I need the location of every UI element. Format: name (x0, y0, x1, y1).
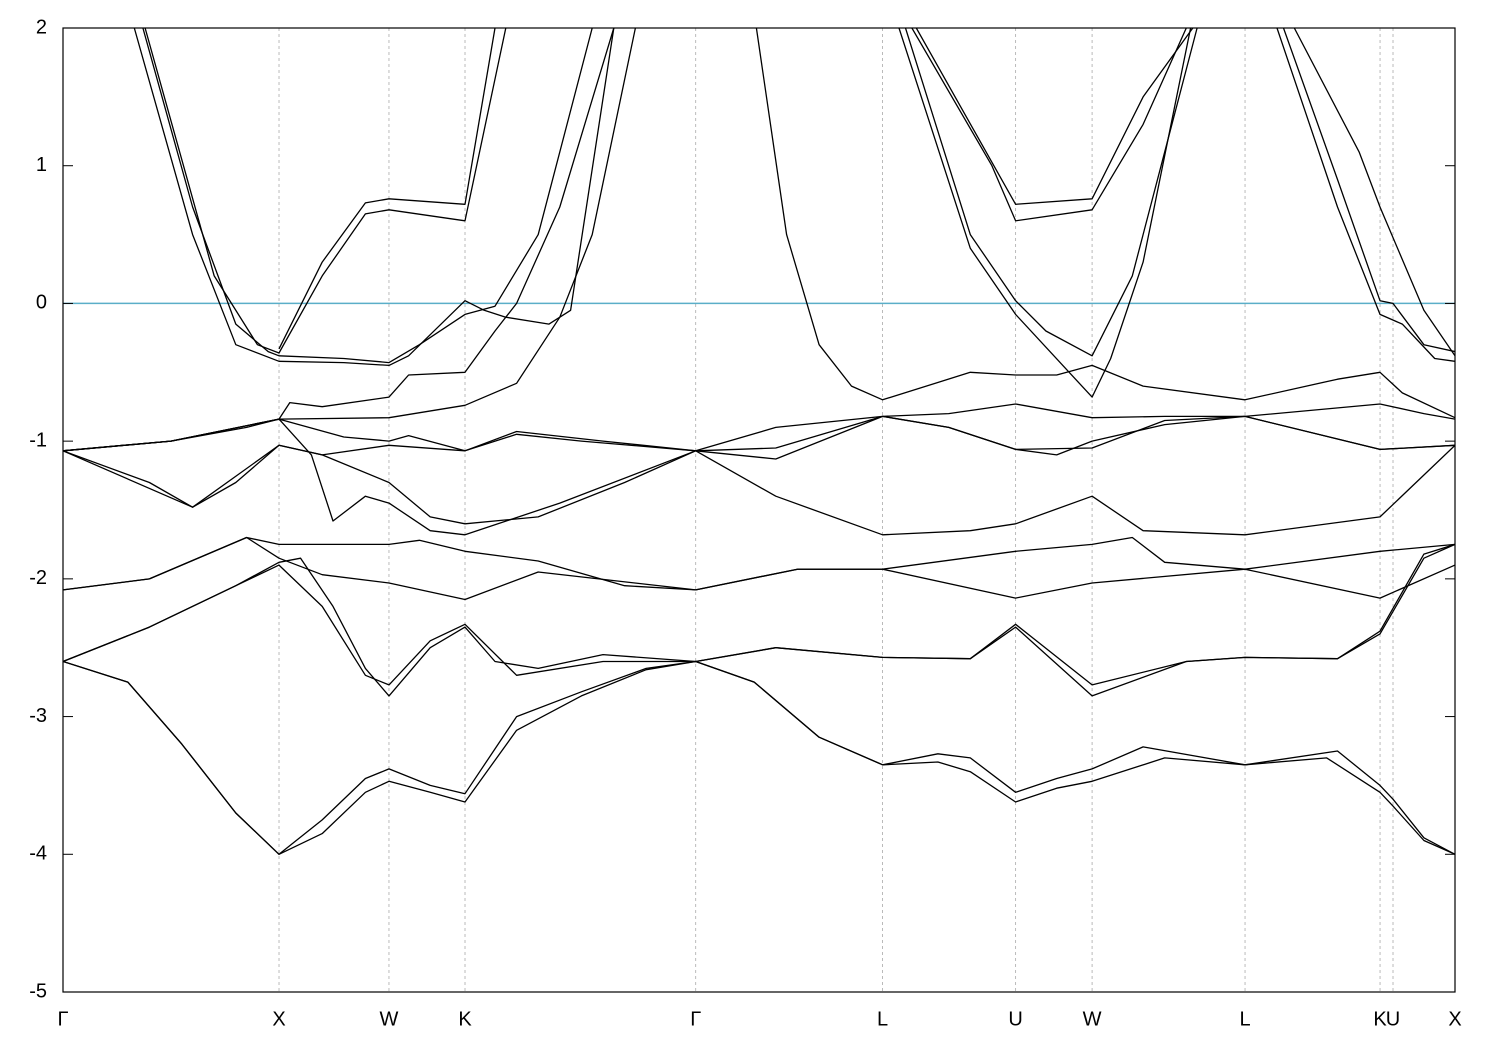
band (898, 28, 1192, 398)
band (63, 543, 1455, 686)
band (278, 28, 496, 350)
band (755, 28, 1455, 419)
y-tick-label: -2 (29, 567, 47, 589)
x-tick-label: W (380, 1008, 399, 1030)
band (63, 660, 1455, 855)
y-tick-label: -3 (29, 705, 47, 727)
x-tick-label: X (272, 1008, 285, 1030)
band (63, 536, 1455, 601)
x-tick-label: U (1386, 1008, 1400, 1030)
band (144, 28, 507, 354)
band (63, 536, 1455, 591)
x-tick-label: X (1448, 1008, 1461, 1030)
band (904, 28, 1198, 357)
band (63, 415, 1455, 460)
x-tick-label: L (877, 1008, 888, 1030)
band (1293, 28, 1455, 357)
band (63, 403, 1455, 508)
x-tick-label: W (1083, 1008, 1102, 1030)
band (63, 660, 1455, 855)
band (63, 444, 1455, 536)
x-tick-label: K (458, 1008, 472, 1030)
band (1282, 28, 1455, 353)
band (142, 28, 593, 364)
band (63, 543, 1455, 697)
band (915, 28, 1194, 205)
x-tick-label: U (1008, 1008, 1022, 1030)
x-tick-label: K (1373, 1008, 1387, 1030)
y-tick-label: 2 (36, 16, 47, 38)
y-tick-label: -4 (29, 843, 47, 865)
band (911, 28, 1187, 222)
band (133, 28, 615, 367)
y-tick-label: 1 (36, 154, 47, 176)
x-tick-label: Γ (57, 1008, 68, 1030)
bands (63, 28, 1455, 855)
y-tick-label: -5 (29, 980, 47, 1002)
x-tick-label: Γ (690, 1008, 701, 1030)
x-tick-label: L (1239, 1008, 1250, 1030)
band (63, 28, 637, 452)
band (1276, 28, 1455, 362)
y-tick-label: -1 (29, 429, 47, 451)
band (63, 415, 1455, 536)
plot-frame (62, 27, 1456, 993)
y-tick-label: 0 (36, 292, 47, 314)
